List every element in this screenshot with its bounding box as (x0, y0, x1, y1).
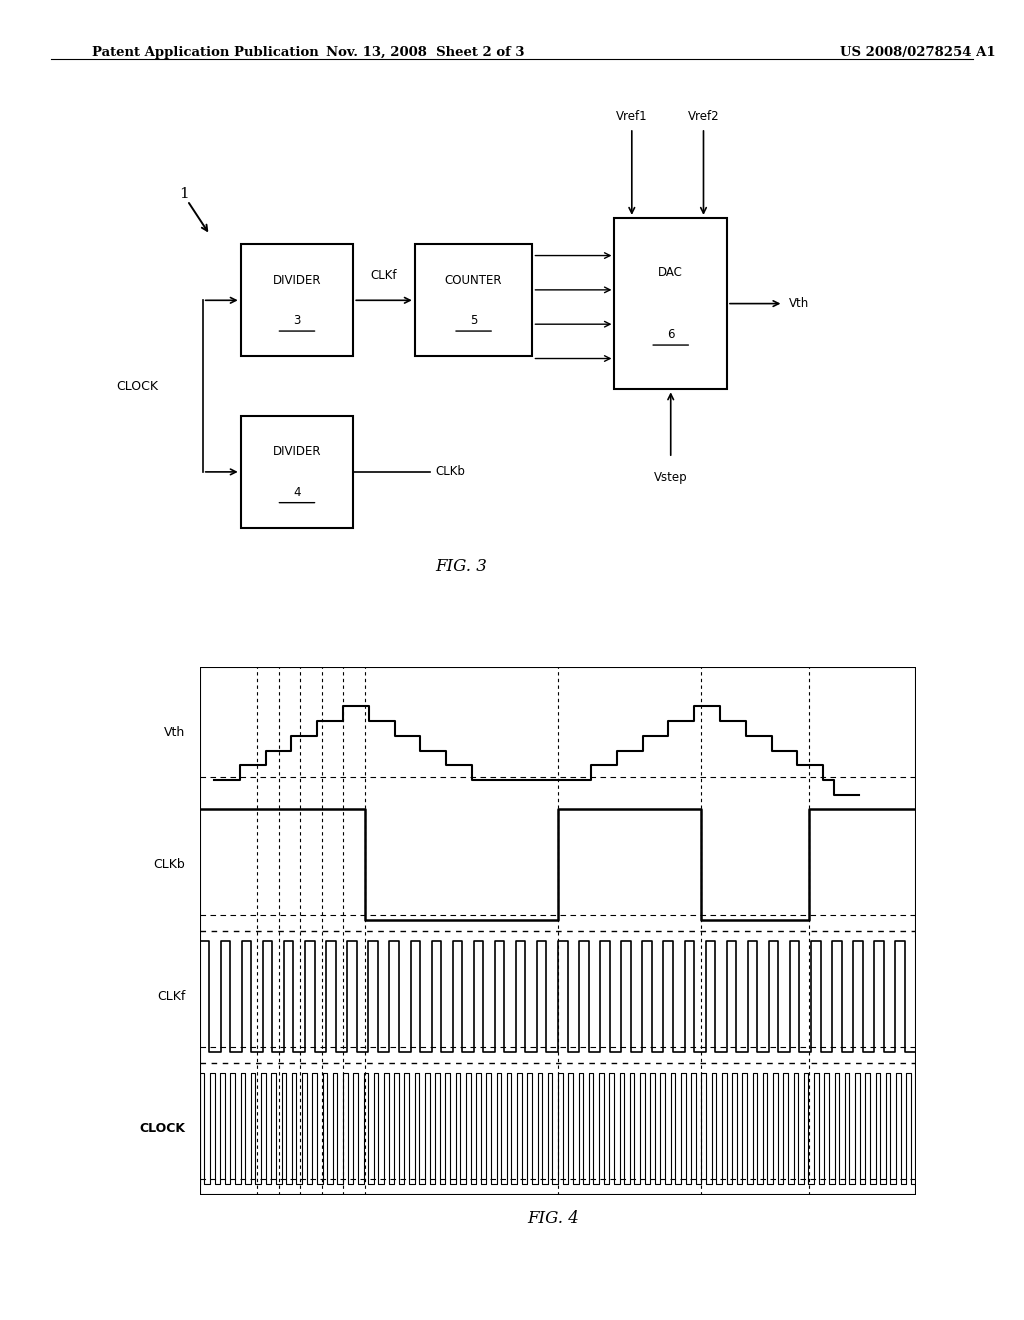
Text: US 2008/0278254 A1: US 2008/0278254 A1 (840, 46, 995, 59)
Text: FIG. 4: FIG. 4 (527, 1210, 579, 1228)
Text: 6: 6 (667, 327, 675, 341)
Text: Vref2: Vref2 (688, 110, 719, 123)
Text: Vstep: Vstep (654, 471, 687, 484)
Text: Nov. 13, 2008  Sheet 2 of 3: Nov. 13, 2008 Sheet 2 of 3 (326, 46, 524, 59)
Text: Vth: Vth (164, 726, 185, 739)
Text: CLOCK: CLOCK (139, 1122, 185, 1135)
Text: CLKf: CLKf (371, 269, 397, 281)
Text: Vth: Vth (788, 297, 809, 310)
Text: DAC: DAC (658, 267, 683, 280)
Text: Patent Application Publication: Patent Application Publication (92, 46, 318, 59)
Text: 4: 4 (293, 486, 301, 499)
Text: DIVIDER: DIVIDER (272, 273, 322, 286)
Text: DIVIDER: DIVIDER (272, 445, 322, 458)
Text: CLKb: CLKb (435, 466, 465, 478)
FancyBboxPatch shape (241, 416, 353, 528)
Text: CLOCK: CLOCK (117, 380, 159, 392)
Text: Vref1: Vref1 (616, 110, 647, 123)
FancyBboxPatch shape (614, 218, 727, 389)
Text: FIG. 3: FIG. 3 (435, 558, 486, 576)
Text: 3: 3 (293, 314, 301, 327)
Text: CLKf: CLKf (157, 990, 185, 1003)
Text: CLKb: CLKb (154, 858, 185, 871)
FancyBboxPatch shape (415, 244, 532, 356)
Text: COUNTER: COUNTER (444, 273, 503, 286)
FancyBboxPatch shape (241, 244, 353, 356)
Text: 1: 1 (179, 187, 189, 202)
Text: 5: 5 (470, 314, 477, 327)
